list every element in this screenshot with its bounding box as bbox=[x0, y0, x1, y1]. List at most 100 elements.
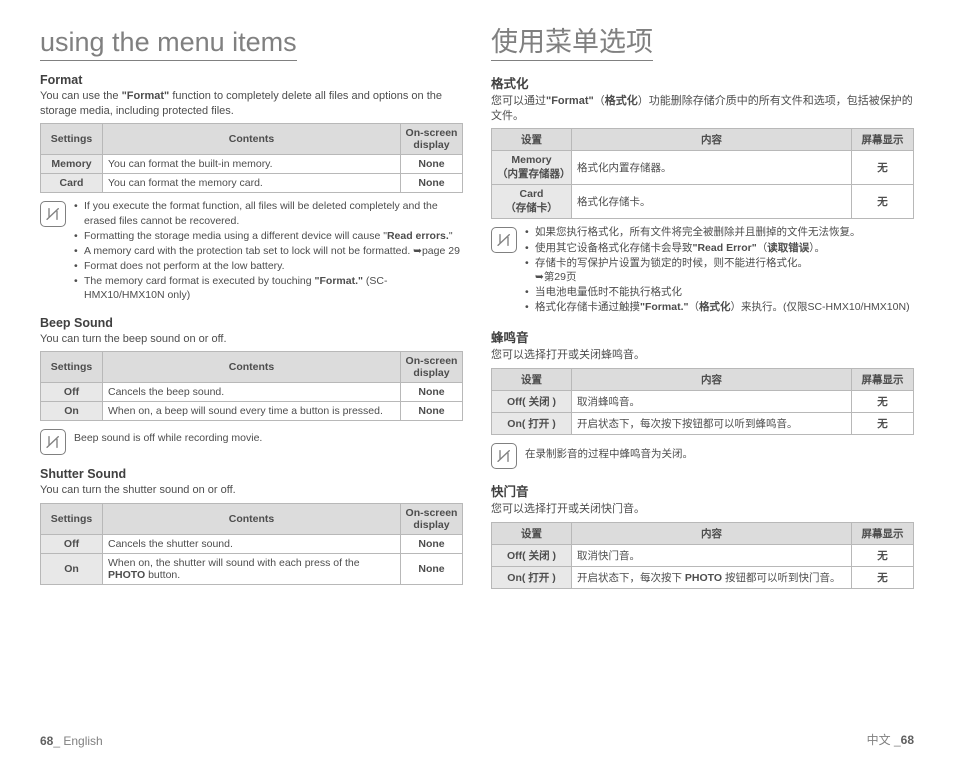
text-bold: "Format." bbox=[640, 301, 688, 313]
cell-setting: On bbox=[41, 402, 103, 421]
text: Card bbox=[520, 188, 544, 200]
text: 您可以通过 bbox=[491, 95, 546, 107]
note-icon bbox=[491, 443, 517, 469]
cell-osd: 无 bbox=[852, 185, 914, 219]
footer-lang: 中文 bbox=[867, 733, 894, 747]
text-bold: 格式化 bbox=[699, 301, 731, 313]
text: （ bbox=[757, 242, 768, 254]
cell-setting: Off( 关闭 ) bbox=[492, 545, 572, 567]
footer-lang: English bbox=[63, 734, 102, 748]
note-item: 当电池电量低时不能执行格式化 bbox=[525, 285, 914, 299]
th-osd: On-screen display bbox=[401, 124, 463, 155]
format-note-cn: 如果您执行格式化，所有文件将完全被删除并且删掉的文件无法恢复。 使用其它设备格式… bbox=[491, 225, 914, 315]
page-number: 68 bbox=[40, 734, 53, 748]
text: " bbox=[449, 230, 453, 242]
cell-osd: 无 bbox=[852, 391, 914, 413]
text: button. bbox=[145, 569, 180, 581]
format-table-cn: 设置 内容 屏幕显示 Memory （内置存储器） 格式化内置存储器。 无 Car… bbox=[491, 128, 914, 219]
text: page 29 bbox=[422, 245, 460, 257]
text: _ bbox=[894, 733, 901, 747]
cell-osd: None bbox=[401, 174, 463, 193]
text: _ bbox=[53, 734, 63, 748]
shutter-table-cn: 设置 内容 屏幕显示 Off( 关闭 ) 取消快门音。 无 On( 打开 ) 开… bbox=[491, 522, 914, 589]
text: Memory bbox=[511, 154, 551, 166]
note-item: 格式化存储卡通过触摸"Format."（格式化）来执行。(仅限SC-HMX10/… bbox=[525, 300, 914, 314]
cell-content: 开启状态下，每次按下按钮都可以听到蜂鸣音。 bbox=[572, 413, 852, 435]
cell-setting: Off( 关闭 ) bbox=[492, 391, 572, 413]
text-bold: Read errors. bbox=[387, 230, 449, 242]
cell-content: 格式化存储卡。 bbox=[572, 185, 852, 219]
th-settings: 设置 bbox=[492, 129, 572, 151]
cell-setting: On bbox=[41, 554, 103, 585]
cell-osd: None bbox=[401, 402, 463, 421]
text-bold: "Read Error" bbox=[693, 242, 757, 254]
text: （ bbox=[594, 95, 605, 107]
th-osd: 屏幕显示 bbox=[852, 523, 914, 545]
cell-content: You can format the built-in memory. bbox=[103, 155, 401, 174]
cell-content: You can format the memory card. bbox=[103, 174, 401, 193]
page-number: 68 bbox=[901, 733, 914, 747]
text: 按钮都可以听到快门音。 bbox=[722, 572, 840, 584]
text-bold: 格式化 bbox=[605, 95, 638, 107]
arrow-icon: ➥ bbox=[413, 245, 422, 257]
text: The memory card format is executed by to… bbox=[84, 275, 315, 287]
text: 格式化存储卡通过触摸 bbox=[535, 301, 640, 313]
shutter-desc-cn: 您可以选择打开或关闭快门音。 bbox=[491, 502, 914, 517]
text-bold: "Format" bbox=[122, 90, 170, 102]
cell-setting: Memory bbox=[41, 155, 103, 174]
cell-content: When on, a beep will sound every time a … bbox=[103, 402, 401, 421]
format-title-en: Format bbox=[40, 73, 463, 87]
th-osd: 屏幕显示 bbox=[852, 369, 914, 391]
th-contents: Contents bbox=[103, 352, 401, 383]
text: You can use the bbox=[40, 90, 122, 102]
page-title-cn: 使用菜单选项 bbox=[491, 28, 653, 61]
beep-note-en: Beep sound is off while recording movie. bbox=[40, 427, 463, 455]
text-bold: 读取错误 bbox=[767, 242, 809, 254]
page-title-en: using the menu items bbox=[40, 28, 297, 61]
cell-content: When on, the shutter will sound with eac… bbox=[103, 554, 401, 585]
th-contents: Contents bbox=[103, 504, 401, 535]
shutter-desc-en: You can turn the shutter sound on or off… bbox=[40, 483, 463, 498]
cell-setting: Off bbox=[41, 535, 103, 554]
th-contents: 内容 bbox=[572, 129, 852, 151]
th-settings: Settings bbox=[41, 124, 103, 155]
text: （存储卡） bbox=[505, 202, 558, 214]
th-contents: 内容 bbox=[572, 523, 852, 545]
cell-content: 取消蜂鸣音。 bbox=[572, 391, 852, 413]
cell-setting: Off bbox=[41, 383, 103, 402]
format-desc-cn: 您可以通过"Format"（格式化）功能删除存储介质中的所有文件和选项，包括被保… bbox=[491, 94, 914, 124]
cell-content: Cancels the beep sound. bbox=[103, 383, 401, 402]
footer-right: 中文 _68 bbox=[491, 723, 914, 748]
shutter-table-en: Settings Contents On-screen display Off … bbox=[40, 503, 463, 585]
text-bold: PHOTO bbox=[108, 569, 145, 581]
cell-content: 开启状态下，每次按下 PHOTO 按钮都可以听到快门音。 bbox=[572, 567, 852, 589]
cell-osd: None bbox=[401, 383, 463, 402]
note-text: 在录制影音的过程中蜂鸣音为关闭。 bbox=[525, 441, 914, 469]
th-contents: 内容 bbox=[572, 369, 852, 391]
text: （ bbox=[688, 301, 699, 313]
text-bold: PHOTO bbox=[685, 572, 722, 584]
text: 第29页 bbox=[544, 271, 577, 283]
note-list: If you execute the format function, all … bbox=[74, 199, 463, 303]
text: A memory card with the protection tab se… bbox=[84, 245, 413, 257]
note-item: 使用其它设备格式化存储卡会导致"Read Error"（读取错误）。 bbox=[525, 241, 914, 255]
note-list: 如果您执行格式化，所有文件将完全被删除并且删掉的文件无法恢复。 使用其它设备格式… bbox=[525, 225, 914, 315]
text: 使用其它设备格式化存储卡会导致 bbox=[535, 242, 693, 254]
cell-setting: On( 打开 ) bbox=[492, 567, 572, 589]
note-icon bbox=[40, 201, 66, 227]
th-settings: 设置 bbox=[492, 369, 572, 391]
text-bold: "Format" bbox=[546, 95, 594, 107]
cell-setting: Card bbox=[41, 174, 103, 193]
text: ）。 bbox=[809, 242, 825, 254]
cell-setting: Card （存储卡） bbox=[492, 185, 572, 219]
cell-content: 格式化内置存储器。 bbox=[572, 151, 852, 185]
cell-content: Cancels the shutter sound. bbox=[103, 535, 401, 554]
footer-left: 68_ English bbox=[40, 726, 463, 748]
text: When on, the shutter will sound with eac… bbox=[108, 557, 360, 569]
beep-desc-cn: 您可以选择打开或关闭蜂鸣音。 bbox=[491, 348, 914, 363]
text: （内置存储器） bbox=[497, 168, 571, 180]
th-settings: Settings bbox=[41, 504, 103, 535]
th-osd: 屏幕显示 bbox=[852, 129, 914, 151]
beep-table-en: Settings Contents On-screen display Off … bbox=[40, 351, 463, 421]
left-column: using the menu items Format You can use … bbox=[40, 28, 463, 748]
